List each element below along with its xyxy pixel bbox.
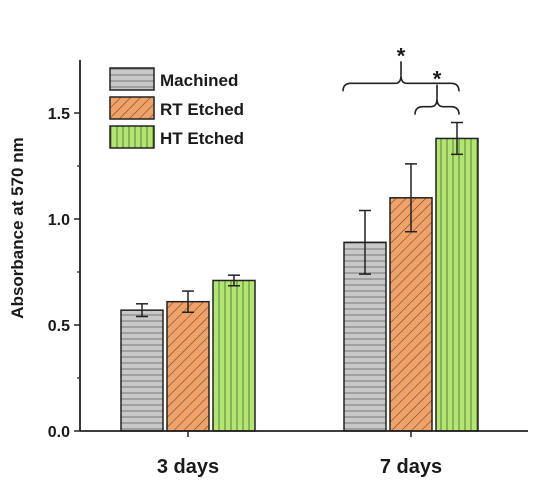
bar-ht-etched-7-days [435, 137, 479, 432]
significance-star: * [397, 43, 406, 68]
bar-rt-etched-7-days [389, 197, 433, 432]
legend-swatch-rt-etched [109, 96, 155, 120]
legend-swatch-ht-etched [109, 125, 155, 149]
x-category-label: 7 days [380, 456, 442, 478]
legend-label-rt-etched: RT Etched [160, 100, 244, 119]
legend-label-ht-etched: HT Etched [160, 129, 244, 148]
legend-swatch-machined [109, 67, 155, 91]
bar-machined-3-days [120, 309, 164, 432]
y-tick-label: 0.0 [48, 424, 70, 441]
y-tick-label: 0.5 [48, 318, 70, 335]
x-category-label: 3 days [157, 456, 219, 478]
significance-star: * [433, 67, 442, 92]
legend: Machined RT Etched HT Etched [109, 67, 244, 149]
bar-rt-etched-3-days [166, 300, 210, 432]
significance-bracket [342, 75, 460, 92]
y-tick-label: 1.0 [48, 212, 70, 229]
significance-bracket [414, 98, 460, 115]
bar-ht-etched-3-days [212, 279, 256, 432]
y-tick-label: 1.5 [48, 106, 70, 123]
y-axis-title: Absorbance at 570 nm [8, 137, 27, 318]
legend-label-machined: Machined [160, 71, 238, 90]
